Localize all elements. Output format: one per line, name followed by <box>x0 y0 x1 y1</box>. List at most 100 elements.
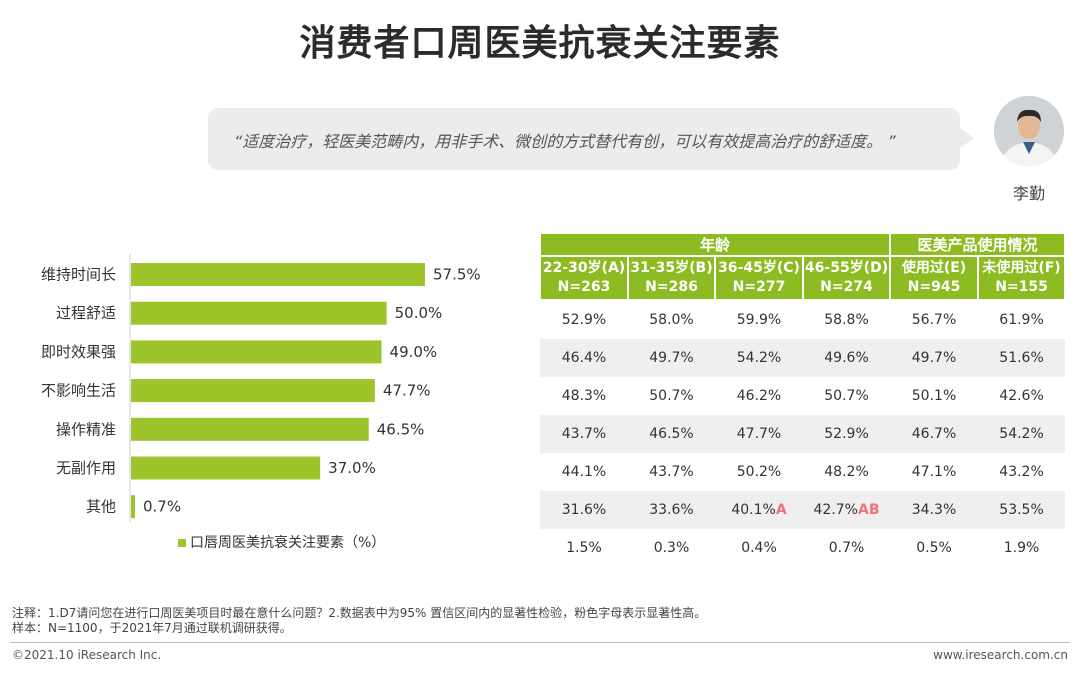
table-cell: 0.5% <box>890 529 978 567</box>
avatar <box>994 96 1064 166</box>
cell-value: 51.6% <box>999 350 1044 366</box>
table-cell: 47.7% <box>715 415 803 453</box>
table-cell: 43.7% <box>628 453 715 491</box>
table-cell: 61.9% <box>978 300 1065 339</box>
table-row: 46.4% 49.7% 54.2% 49.6% 49.7% 51.6% <box>540 339 1066 377</box>
table-cell: 49.7% <box>890 339 979 377</box>
column-group-name: 36-45岁(C) <box>718 260 800 276</box>
table-cell: 58.8% <box>803 300 890 339</box>
table-row: 43.7% 46.5% 47.7% 52.9% 46.7% 54.2% <box>540 415 1066 453</box>
cell-value: 56.7% <box>911 312 957 328</box>
table-cell: 59.9% <box>715 300 803 339</box>
category-label: 其他 <box>86 498 116 516</box>
copyright: ©2021.10 iResearch Inc. <box>12 648 162 662</box>
note-line-1: 注释：1.D7请问您在进行口周医美项目时最在意什么问题？2.数据表中为95% 置… <box>12 606 707 620</box>
data-table: 年龄 医美产品使用情况 22-30岁(A) N=263 31-35岁(B) N=286 3… <box>538 234 1067 567</box>
cell-value: 52.9% <box>824 426 869 442</box>
footer-divider <box>10 642 1070 643</box>
table-row: 44.1% 43.7% 50.2% 48.2% 47.1% 43.2% <box>540 453 1065 491</box>
cell-value: 52.9% <box>561 312 607 328</box>
table-cell: 42.7%AB <box>803 491 891 529</box>
person-icon <box>994 96 1064 166</box>
quote-text: “适度治疗，轻医美范畴内，用非手术、微创的方式替代有创，可以有效提高治疗的舒适度… <box>234 132 896 151</box>
table-row: 31.6% 33.6% 40.1%A 42.7%AB 34.3% 53.5% <box>540 491 1066 529</box>
cell-value: 46.7% <box>911 426 957 442</box>
table-cell: 0.7% <box>803 529 890 567</box>
table-column-header: 22-30岁(A) N=263 31-35岁(B) N=286 36-45岁(C) N=2… <box>539 256 1067 301</box>
cell-value: 54.2% <box>999 426 1044 442</box>
note-line-2: 样本：N=1100，于2021年7月通过联机调研获得。 <box>12 621 292 635</box>
table-cell: 47.1% <box>890 453 978 491</box>
cell-value: 46.5% <box>649 426 694 442</box>
data-label: 57.5% <box>433 266 481 284</box>
data-label: 50.0% <box>395 304 443 322</box>
bar <box>131 456 321 480</box>
table-cell: 1.9% <box>978 529 1065 567</box>
table-cell: 40.1%A <box>715 491 803 529</box>
cell-value: 49.7% <box>649 350 694 366</box>
bar <box>131 379 375 403</box>
table-cell: 52.9% <box>803 415 891 453</box>
table-cell: 48.2% <box>803 453 890 491</box>
table-group-label: 医美产品使用情况 <box>889 234 1067 257</box>
cell-value: 50.7% <box>649 388 694 404</box>
table-cell: 54.2% <box>715 339 803 377</box>
bar <box>131 301 387 325</box>
cell-value: 33.6% <box>649 502 694 518</box>
column-sample-size: N=274 <box>820 279 873 295</box>
table-cell: 46.2% <box>715 377 803 415</box>
cell-value: 53.5% <box>999 502 1044 518</box>
cell-value: 43.7% <box>649 464 694 480</box>
table-cell: 0.3% <box>628 529 715 567</box>
column-sample-size: N=263 <box>557 279 611 295</box>
table-row: 48.3% 50.7% 46.2% 50.7% 50.1% 42.6% <box>540 377 1065 415</box>
cell-value: 34.3% <box>911 502 957 518</box>
table-cell: 43.7% <box>540 415 628 453</box>
bar <box>131 417 369 441</box>
column-group-name: 22-30岁(A) <box>542 260 626 276</box>
category-label: 不影响生活 <box>41 382 116 400</box>
data-label: 37.0% <box>328 459 376 477</box>
cell-value: 50.1% <box>911 388 957 404</box>
data-label: 0.7% <box>143 498 181 516</box>
table-row: 52.9% 58.0% 59.9% 58.8% 56.7% 61.9% <box>540 300 1065 339</box>
table-column-label: 使用过(E) N=945 <box>889 256 980 301</box>
table-column-label: 22-30岁(A) N=263 <box>539 256 629 301</box>
table-column-label: 未使用过(F) N=155 <box>977 256 1067 301</box>
column-sample-size: N=286 <box>645 279 698 295</box>
table-cell: 34.3% <box>890 491 979 529</box>
table-column-label: 31-35岁(B) N=286 <box>627 256 716 301</box>
legend-label: 口唇周医美抗衰关注要素（%） <box>190 535 386 551</box>
data-label: 46.5% <box>377 420 425 438</box>
cell-value: 31.6% <box>561 502 607 518</box>
table-cell: 42.6% <box>978 377 1065 415</box>
cell-value: 46.4% <box>561 350 607 366</box>
significance-marker: A <box>775 502 787 518</box>
cell-value: 44.1% <box>561 464 607 480</box>
cell-value: 0.5% <box>916 540 952 556</box>
table-cell: 51.6% <box>978 339 1066 377</box>
category-label: 即时效果强 <box>41 343 116 361</box>
cell-value: 48.3% <box>561 388 607 404</box>
cell-value: 42.7% <box>813 502 858 518</box>
cell-value: 47.1% <box>911 464 957 480</box>
table-cell: 53.5% <box>978 491 1066 529</box>
table-cell: 52.9% <box>540 300 628 339</box>
cell-value: 1.5% <box>566 540 602 556</box>
table-cell: 54.2% <box>978 415 1066 453</box>
table-cell: 49.7% <box>628 339 715 377</box>
table-cell: 46.7% <box>890 415 979 453</box>
cell-value: 49.6% <box>824 350 869 366</box>
table-column-label: 36-45岁(C) N=277 <box>714 256 804 301</box>
table-cell: 50.1% <box>890 377 978 415</box>
cell-value: 49.7% <box>911 350 957 366</box>
cell-value: 43.2% <box>999 464 1044 480</box>
category-label: 无副作用 <box>56 459 116 477</box>
column-sample-size: N=155 <box>995 279 1048 295</box>
column-sample-size: N=945 <box>907 279 961 295</box>
table-cell: 56.7% <box>890 300 978 339</box>
table-group-label: 年龄 <box>538 234 892 257</box>
cell-value: 0.3% <box>653 540 690 556</box>
chart-legend: 口唇周医美抗衰关注要素（%） <box>178 532 385 552</box>
table-cell: 43.2% <box>978 453 1065 491</box>
